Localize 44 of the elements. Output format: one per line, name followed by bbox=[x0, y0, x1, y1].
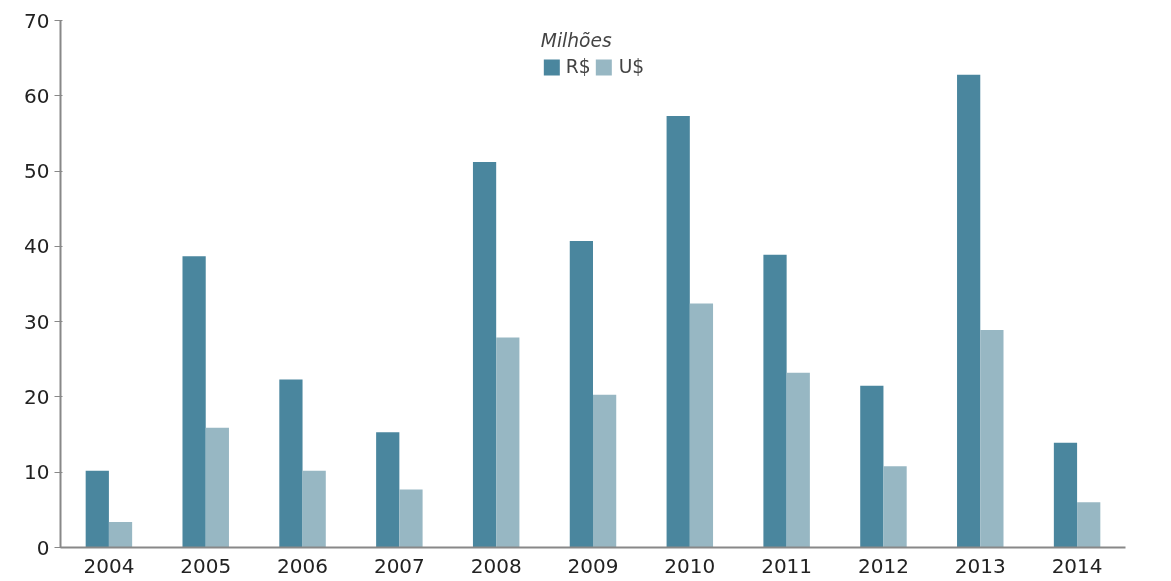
legend-title: Milhões bbox=[540, 30, 613, 51]
bar bbox=[593, 394, 617, 548]
x-tick-label: 2008 bbox=[470, 553, 522, 578]
bar bbox=[279, 379, 303, 548]
y-tick-label: 30 bbox=[24, 309, 50, 334]
bar bbox=[883, 466, 907, 548]
bar bbox=[302, 470, 326, 548]
y-tick-label: 10 bbox=[24, 460, 50, 485]
bar bbox=[182, 256, 206, 548]
x-tick-label: 2004 bbox=[83, 553, 135, 578]
x-tick-label: 2005 bbox=[180, 553, 232, 578]
bar bbox=[980, 329, 1004, 548]
bar bbox=[85, 470, 109, 548]
legend-label: U$ bbox=[618, 56, 645, 77]
x-tick-label: 2007 bbox=[373, 553, 425, 578]
y-tick-label: 0 bbox=[36, 535, 50, 560]
y-tick-label: 60 bbox=[24, 83, 50, 108]
bar bbox=[689, 303, 714, 548]
legend-label: R$ bbox=[565, 56, 591, 77]
y-tick-label: 70 bbox=[24, 8, 50, 33]
bar bbox=[496, 337, 520, 548]
y-tick-label: 20 bbox=[24, 384, 50, 409]
bar bbox=[399, 489, 423, 548]
x-tick-label: 2014 bbox=[1051, 553, 1103, 578]
bar bbox=[569, 241, 593, 548]
bar bbox=[786, 372, 810, 548]
x-tick-label: 2006 bbox=[277, 553, 328, 578]
bar bbox=[205, 427, 229, 548]
bar bbox=[763, 254, 787, 548]
y-tick-label: 50 bbox=[24, 159, 50, 184]
x-tick-label: 2013 bbox=[954, 553, 1006, 578]
bar bbox=[376, 432, 400, 548]
bar bbox=[108, 521, 133, 548]
x-tick-label: 2012 bbox=[858, 553, 909, 578]
x-tick-label: 2011 bbox=[761, 553, 813, 578]
y-tick-label: 40 bbox=[24, 234, 50, 259]
bar bbox=[666, 116, 690, 548]
bar bbox=[1053, 442, 1078, 548]
bar bbox=[472, 162, 497, 548]
bar bbox=[1077, 502, 1101, 548]
x-tick-label: 2010 bbox=[664, 553, 716, 578]
x-tick-label: 2009 bbox=[567, 553, 619, 578]
bar bbox=[957, 74, 981, 548]
bar bbox=[860, 385, 884, 548]
